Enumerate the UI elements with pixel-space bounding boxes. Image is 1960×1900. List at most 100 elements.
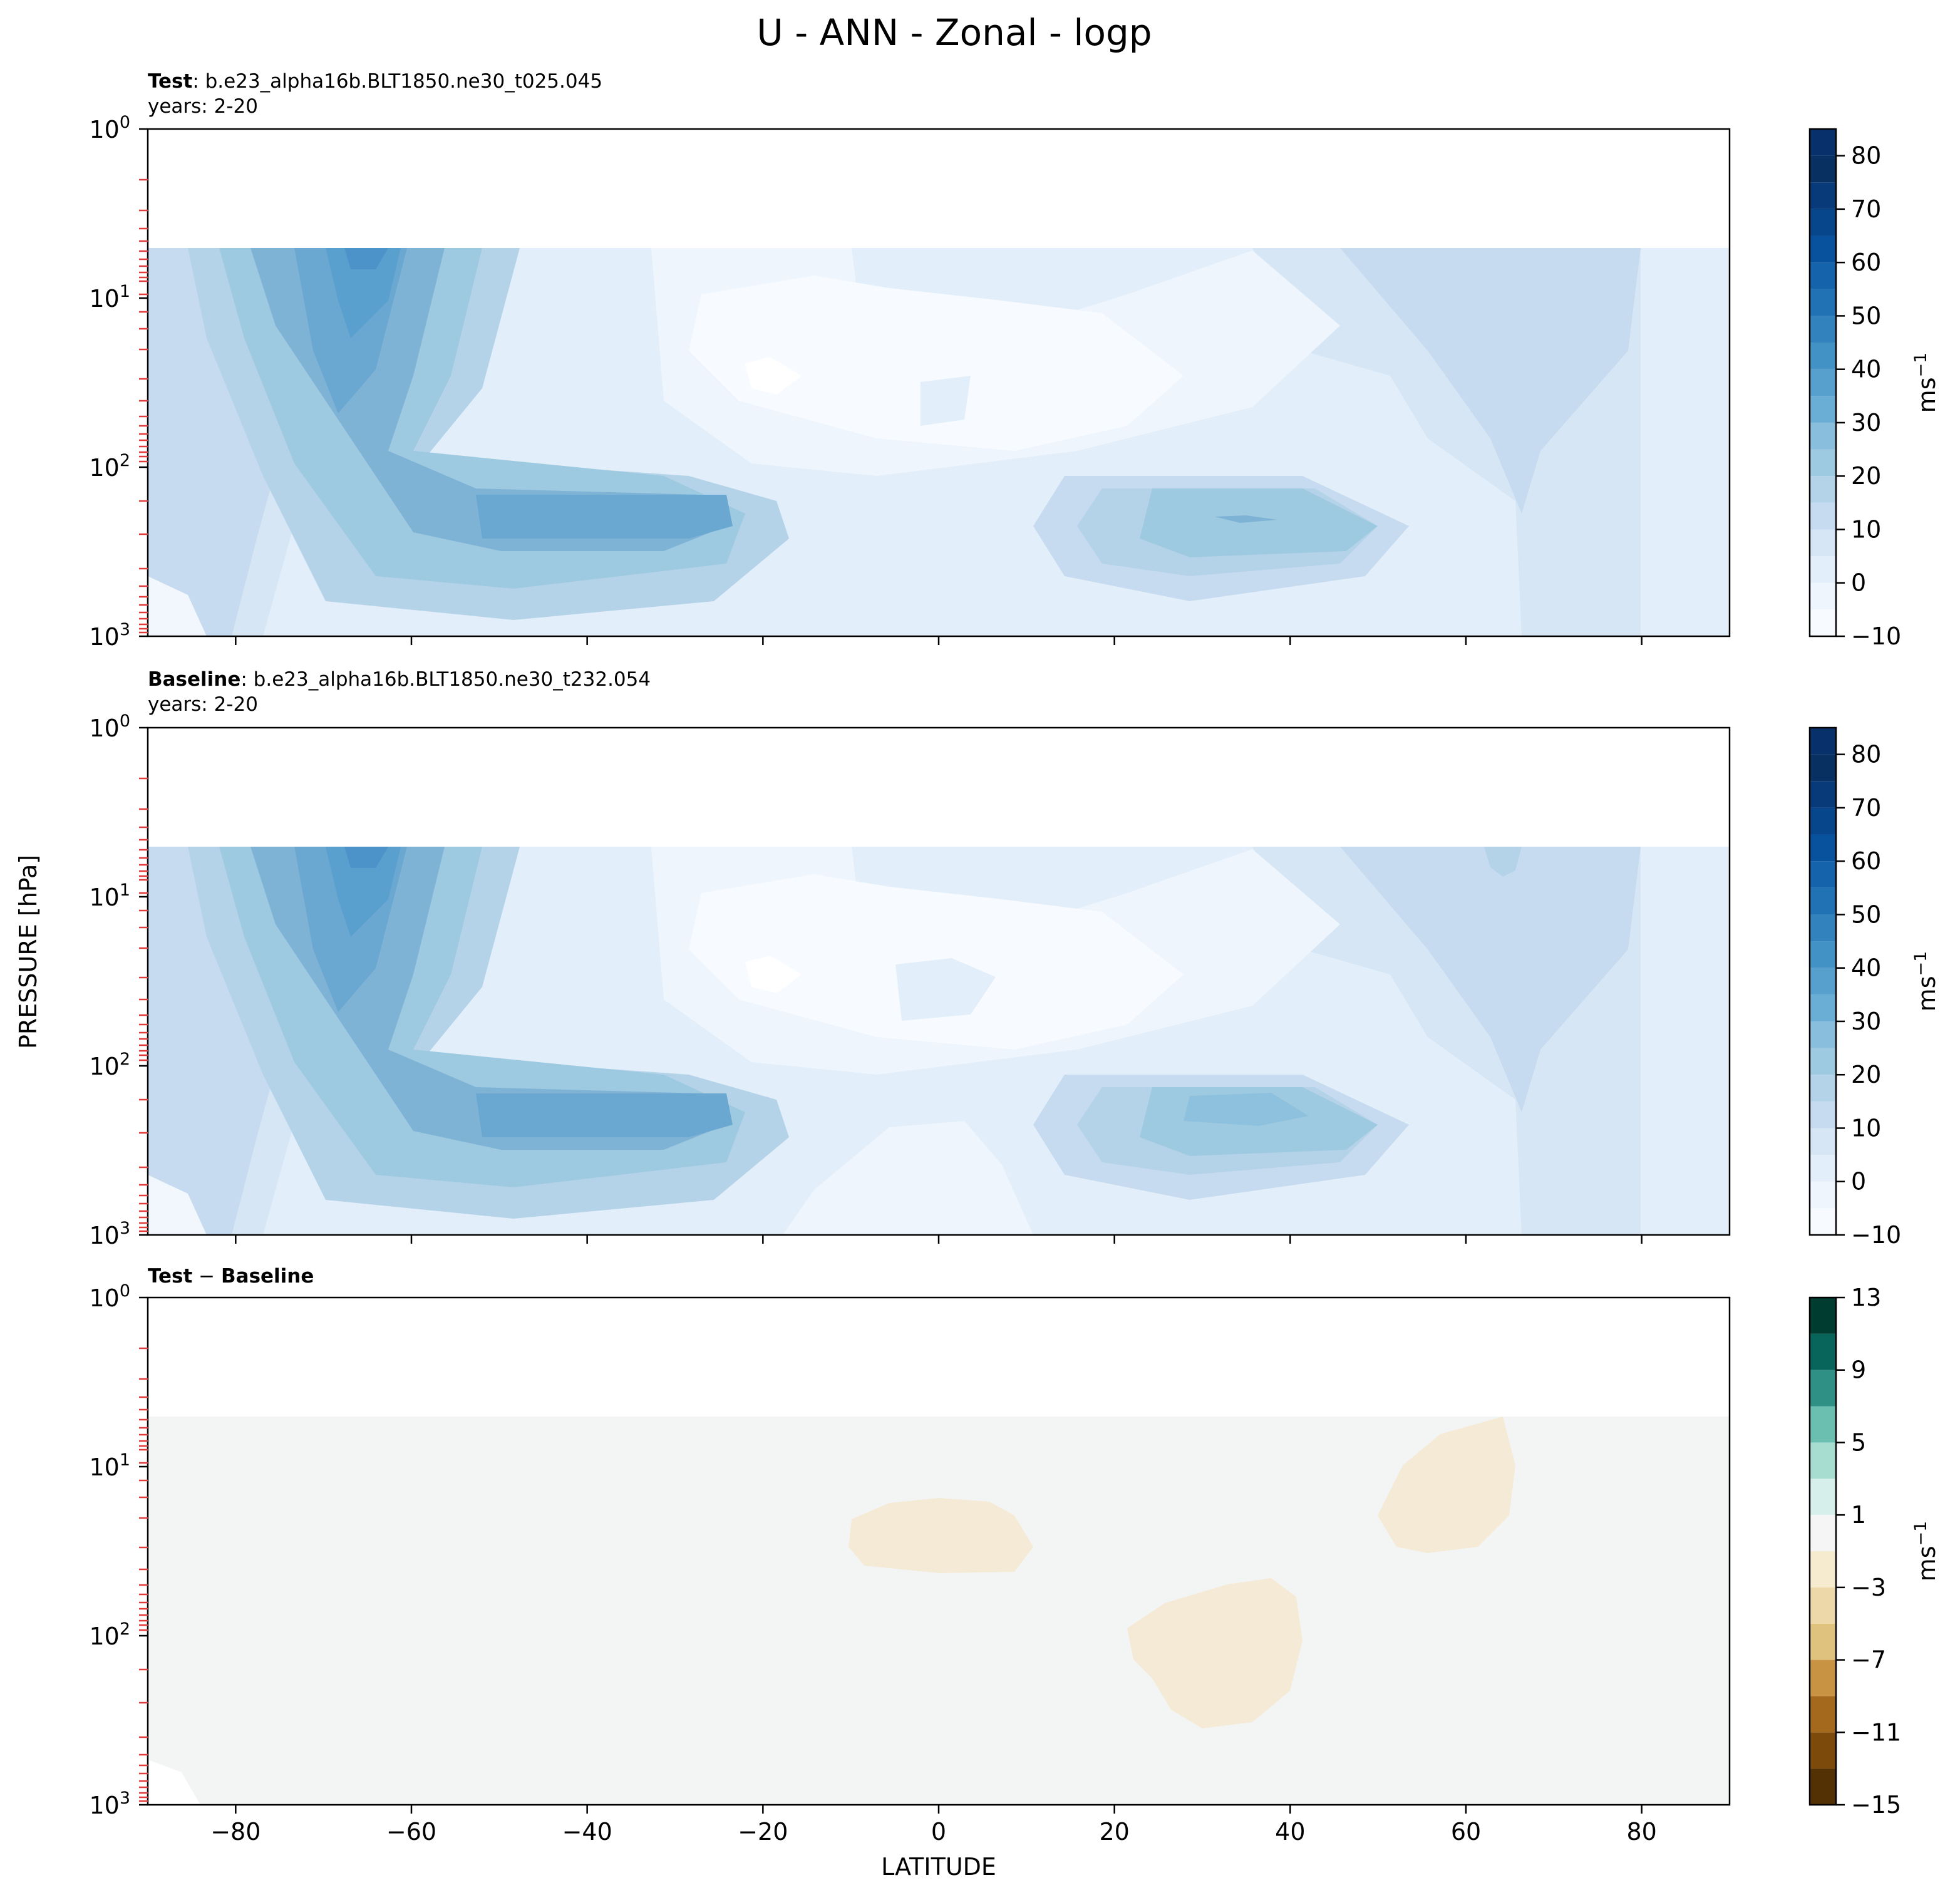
panel-difference: Test − Baseline 100 101 102 103 −80 −60 −4… bbox=[89, 1265, 1941, 1846]
y-axis-label: PRESSURE [hPa] bbox=[14, 855, 42, 1049]
colorbar-tick-label: −7 bbox=[1851, 1646, 1886, 1674]
colorbar-tick-label: 50 bbox=[1851, 302, 1881, 329]
colorbar-swatch bbox=[1810, 1101, 1836, 1128]
colorbar-tick-label: 13 bbox=[1851, 1284, 1881, 1311]
panel-test-y-tick-labels: 100 101 102 103 bbox=[89, 113, 148, 651]
colorbar-swatch bbox=[1810, 887, 1836, 915]
colorbar-swatch bbox=[1810, 449, 1836, 477]
colorbar-swatch bbox=[1810, 1370, 1836, 1407]
colorbar-tick-label: 1 bbox=[1851, 1501, 1866, 1529]
panel-baseline: Baseline: b.e23_alpha16b.BLT1850.ne30_t2… bbox=[89, 668, 1941, 1249]
x-tick-label: −60 bbox=[386, 1818, 436, 1846]
colorbar-swatch bbox=[1810, 754, 1836, 782]
colorbar-tick-label: 10 bbox=[1851, 515, 1881, 543]
colorbar-tick-label: 60 bbox=[1851, 249, 1881, 276]
colorbar-tick-label: −10 bbox=[1851, 1221, 1901, 1249]
colorbar-tick-label: 20 bbox=[1851, 462, 1881, 490]
panel-difference-x-ticks: −80 −60 −40 −20 0 20 40 60 80 bbox=[210, 1805, 1657, 1846]
colorbar-swatch bbox=[1810, 781, 1836, 808]
colorbar-swatch bbox=[1810, 807, 1836, 835]
y-tick-label: 102 bbox=[89, 451, 130, 482]
x-tick-label: 80 bbox=[1626, 1818, 1656, 1846]
colorbar-swatch bbox=[1810, 834, 1836, 862]
panel-baseline-x-ticks bbox=[235, 1235, 1643, 1244]
x-tick-label: 20 bbox=[1099, 1818, 1129, 1846]
colorbar-swatch bbox=[1810, 1587, 1836, 1624]
colorbar-swatch bbox=[1810, 1442, 1836, 1479]
figure-suptitle: U - ANN - Zonal - logp bbox=[756, 11, 1152, 54]
x-tick-label: 60 bbox=[1451, 1818, 1481, 1846]
colorbar-swatch bbox=[1810, 994, 1836, 1021]
colorbar-swatch bbox=[1810, 556, 1836, 583]
y-tick-label: 103 bbox=[89, 1789, 130, 1819]
colorbar-tick-label: 30 bbox=[1851, 409, 1881, 436]
colorbar-tick-label: 0 bbox=[1851, 1168, 1866, 1195]
colorbar-swatch bbox=[1810, 968, 1836, 995]
panel-baseline-colorbar: 80 70 60 50 40 30 20 10 0 −10 ms−1 bbox=[1808, 726, 1941, 1249]
colorbar-swatch bbox=[1810, 182, 1836, 209]
panel-test: Test: b.e23_alpha16b.BLT1850.ne30_t025.0… bbox=[89, 70, 1941, 651]
colorbar-tick-label: 9 bbox=[1851, 1356, 1866, 1384]
colorbar-tick-label: 80 bbox=[1851, 741, 1881, 768]
x-tick-label: 40 bbox=[1275, 1818, 1305, 1846]
colorbar-tick-label: 20 bbox=[1851, 1061, 1881, 1088]
colorbar-swatch bbox=[1810, 1333, 1836, 1370]
y-tick-label: 100 bbox=[89, 711, 130, 742]
y-tick-label: 101 bbox=[89, 1450, 130, 1481]
colorbar-swatch bbox=[1810, 1623, 1836, 1660]
colorbar-swatch bbox=[1810, 289, 1836, 316]
colorbar-swatch bbox=[1810, 235, 1836, 263]
colorbar-tick-label: 70 bbox=[1851, 794, 1881, 822]
colorbar-label: ms−1 bbox=[1911, 1521, 1941, 1582]
colorbar-swatch bbox=[1810, 1660, 1836, 1696]
y-tick-label: 101 bbox=[89, 880, 130, 911]
colorbar-swatch bbox=[1810, 529, 1836, 557]
panel-difference-y-tick-labels: 100 101 102 103 bbox=[89, 1281, 148, 1819]
colorbar-tick-label: 80 bbox=[1851, 142, 1881, 170]
colorbar-swatch bbox=[1810, 1768, 1836, 1805]
colorbar-label: ms−1 bbox=[1911, 951, 1941, 1012]
colorbar-tick-label: 30 bbox=[1851, 1008, 1881, 1035]
colorbar-tick-label: 40 bbox=[1851, 356, 1881, 383]
colorbar-swatch bbox=[1810, 1021, 1836, 1048]
colorbar-swatch bbox=[1810, 582, 1836, 610]
x-tick-label: −40 bbox=[562, 1818, 612, 1846]
x-tick-label: −80 bbox=[210, 1818, 260, 1846]
colorbar-tick-label: 70 bbox=[1851, 195, 1881, 223]
colorbar-tick-label: 10 bbox=[1851, 1114, 1881, 1142]
colorbar-swatch bbox=[1810, 1732, 1836, 1769]
panel-test-title: Test: b.e23_alpha16b.BLT1850.ne30_t025.0… bbox=[148, 70, 602, 93]
y-tick-label: 100 bbox=[89, 113, 130, 143]
panel-difference-contour-field bbox=[148, 1298, 1730, 1805]
y-tick-label: 103 bbox=[89, 1219, 130, 1249]
colorbar-swatch bbox=[1810, 1298, 1836, 1334]
y-tick-label: 102 bbox=[89, 1050, 130, 1080]
panel-test-x-ticks bbox=[235, 636, 1643, 645]
colorbar-swatch bbox=[1810, 1551, 1836, 1588]
panel-test-colorbar: 80 70 60 50 40 30 20 10 0 −10 ms−1 bbox=[1808, 128, 1941, 650]
colorbar-swatch bbox=[1810, 609, 1836, 636]
x-tick-label: −20 bbox=[738, 1818, 788, 1846]
colorbar-swatch bbox=[1810, 396, 1836, 423]
colorbar-swatch bbox=[1810, 155, 1836, 183]
colorbar-swatch bbox=[1810, 914, 1836, 942]
panel-baseline-minor-y-ticks bbox=[139, 777, 148, 1232]
colorbar-tick-label: −11 bbox=[1851, 1718, 1901, 1746]
colorbar-tick-label: 60 bbox=[1851, 847, 1881, 875]
colorbar-swatch bbox=[1810, 209, 1836, 236]
panel-baseline-contour-field bbox=[148, 728, 1730, 1235]
colorbar-swatch bbox=[1810, 262, 1836, 289]
colorbar-swatch bbox=[1810, 1208, 1836, 1235]
panel-baseline-title: Baseline: b.e23_alpha16b.BLT1850.ne30_t2… bbox=[148, 668, 651, 691]
panel-difference-title: Test − Baseline bbox=[148, 1265, 314, 1288]
colorbar-swatch bbox=[1810, 502, 1836, 530]
colorbar-swatch bbox=[1810, 343, 1836, 369]
colorbar-swatch bbox=[1810, 1406, 1836, 1443]
colorbar-swatch bbox=[1810, 728, 1836, 755]
panel-test-minor-y-ticks bbox=[139, 178, 148, 634]
colorbar-tick-label: 5 bbox=[1851, 1428, 1866, 1456]
colorbar-swatch bbox=[1810, 1515, 1836, 1551]
panel-difference-colorbar: 13 9 5 1 −3 −7 −11 −15 ms−1 bbox=[1808, 1284, 1941, 1819]
y-tick-label: 103 bbox=[89, 620, 130, 651]
